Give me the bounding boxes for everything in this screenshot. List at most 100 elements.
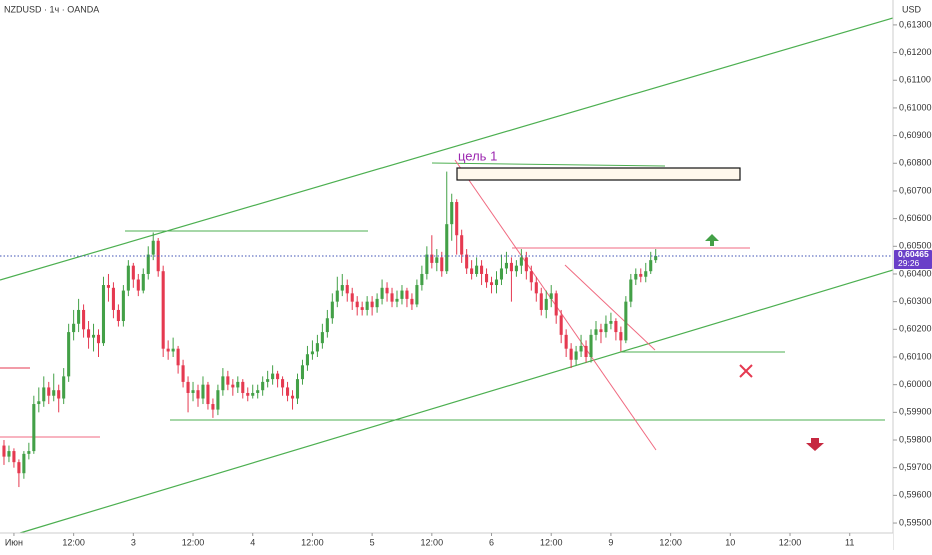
candle-body — [559, 315, 563, 335]
candle-body — [300, 365, 305, 380]
candle-body — [330, 301, 334, 319]
channel-bottom — [19, 269, 894, 534]
candle-body — [231, 384, 235, 388]
y-tick-label: 0,60600 — [899, 213, 932, 223]
candle-body — [425, 254, 429, 274]
y-tick-label: 0,60200 — [899, 324, 932, 334]
candle-body — [390, 293, 394, 302]
candle-body — [37, 401, 41, 405]
candle-body — [166, 348, 170, 352]
candle-body — [634, 273, 638, 280]
countdown: 29:26 — [898, 258, 920, 268]
candle-body — [151, 240, 155, 255]
candle-body — [191, 390, 195, 393]
candle-body — [494, 279, 499, 286]
candle-body — [261, 381, 265, 391]
x-tick-label: 12:00 — [182, 537, 205, 547]
candle-body — [251, 392, 255, 396]
last-price-label: 0,60465 — [898, 249, 929, 259]
candle-body — [629, 279, 633, 302]
candle-body — [320, 332, 324, 344]
y-tick-label: 0,60500 — [899, 241, 932, 251]
candle-body — [57, 390, 61, 399]
candle-body — [47, 387, 51, 396]
candle-body — [400, 290, 404, 299]
x-tick-label: 4 — [250, 537, 255, 547]
candle-body — [17, 462, 21, 474]
time-axis-bg — [0, 533, 893, 550]
candle-body — [465, 254, 469, 269]
candle-body — [609, 321, 613, 324]
candle-body — [375, 298, 379, 308]
candle-body — [161, 271, 165, 349]
candle-body — [569, 348, 573, 360]
x-tick-label: 10 — [725, 537, 735, 547]
target-box — [456, 167, 741, 181]
candle-body — [460, 235, 464, 255]
annotation: цель 1 — [458, 148, 497, 163]
candle-body — [171, 348, 175, 352]
candle-body — [529, 271, 533, 283]
candle-body — [380, 287, 384, 299]
candle-body — [470, 268, 474, 274]
candle-body — [564, 334, 568, 349]
candle-body — [295, 379, 300, 399]
candle-body — [435, 257, 439, 263]
candle-body — [22, 453, 26, 474]
price-axis-bg — [893, 0, 932, 550]
candle-body — [276, 373, 280, 380]
candle-body — [415, 285, 419, 305]
candle-body — [534, 282, 538, 294]
candle-body — [365, 301, 369, 310]
candle-body — [395, 298, 399, 302]
candle-body — [281, 379, 285, 388]
y-tick-label: 0,60900 — [899, 130, 932, 140]
candle-body — [624, 301, 628, 341]
candle-body — [574, 351, 578, 360]
candle-body — [639, 273, 643, 277]
chart-title: NZDUSD · 1ч · OANDA — [4, 4, 99, 14]
candle-body — [519, 257, 523, 266]
candle-body — [445, 224, 449, 272]
candle-body — [589, 334, 593, 357]
candle-body — [325, 318, 329, 333]
candle-body — [504, 262, 508, 269]
candle-body — [72, 323, 76, 333]
candle-body — [355, 301, 359, 308]
x-tick-label: 12:00 — [779, 537, 802, 547]
currency: USD — [902, 4, 922, 14]
x-tick-label: 12:00 — [421, 537, 444, 547]
candle-body — [539, 293, 543, 310]
y-tick-label: 0,60300 — [899, 296, 932, 306]
candle-body — [91, 334, 96, 338]
candle-body — [485, 273, 489, 283]
candle-body — [176, 348, 180, 366]
candle-body — [146, 254, 150, 274]
y-tick-label: 0,61200 — [899, 47, 932, 57]
candle-body — [52, 390, 56, 396]
candle-body — [111, 287, 115, 310]
candle-body — [186, 381, 190, 393]
candle-body — [271, 373, 275, 380]
candle-body — [455, 202, 459, 236]
candle-body — [67, 332, 71, 377]
x-tick-label: 6 — [489, 537, 494, 547]
candle-body — [290, 395, 295, 399]
x-tick-label: 12:00 — [301, 537, 324, 547]
candle-body — [549, 293, 553, 299]
candle-body — [405, 290, 409, 299]
candle-body — [256, 390, 260, 393]
candle-body — [136, 279, 140, 291]
candle-body — [360, 307, 364, 310]
candle-body — [221, 376, 225, 391]
candle-body — [131, 265, 135, 280]
candle-body — [450, 202, 454, 225]
x-tick-label: Июн — [5, 537, 23, 547]
y-tick-label: 0,61300 — [899, 19, 932, 29]
candle-body — [141, 273, 145, 291]
x-tick-label: 12:00 — [659, 537, 682, 547]
candle-body — [305, 354, 309, 366]
candle-body — [475, 265, 479, 274]
candle-body — [216, 390, 220, 410]
candle-body — [32, 404, 36, 452]
